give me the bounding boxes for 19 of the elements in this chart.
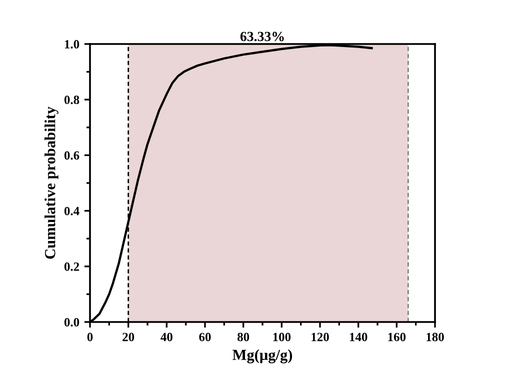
x-tick-label: 60: [199, 332, 211, 342]
y-tick-label: 0.6: [64, 151, 80, 160]
x-tick-label: 40: [160, 332, 172, 342]
y-tick-label: 0.8: [64, 96, 80, 104]
chart-title: 63.33%: [240, 32, 284, 42]
y-tick-label: 0.0: [64, 318, 80, 327]
y-axis-title: Cumulative probability: [44, 106, 58, 259]
x-tick-label: 140: [350, 332, 368, 342]
x-tick-label: 180: [426, 332, 444, 342]
y-tick-label: 0.2: [64, 262, 80, 271]
x-tick-label: 0: [87, 332, 93, 342]
x-axis-title: Mg(μg/g): [232, 349, 292, 364]
y-tick-label: 0.4: [64, 206, 80, 216]
x-tick-label: 160: [388, 332, 406, 342]
x-tick-label: 80: [238, 332, 250, 342]
y-tick-label: 1.0: [64, 40, 80, 49]
x-tick-label: 100: [273, 332, 291, 342]
x-tick-label: 20: [122, 332, 134, 342]
x-tick-label: 120: [312, 332, 329, 342]
